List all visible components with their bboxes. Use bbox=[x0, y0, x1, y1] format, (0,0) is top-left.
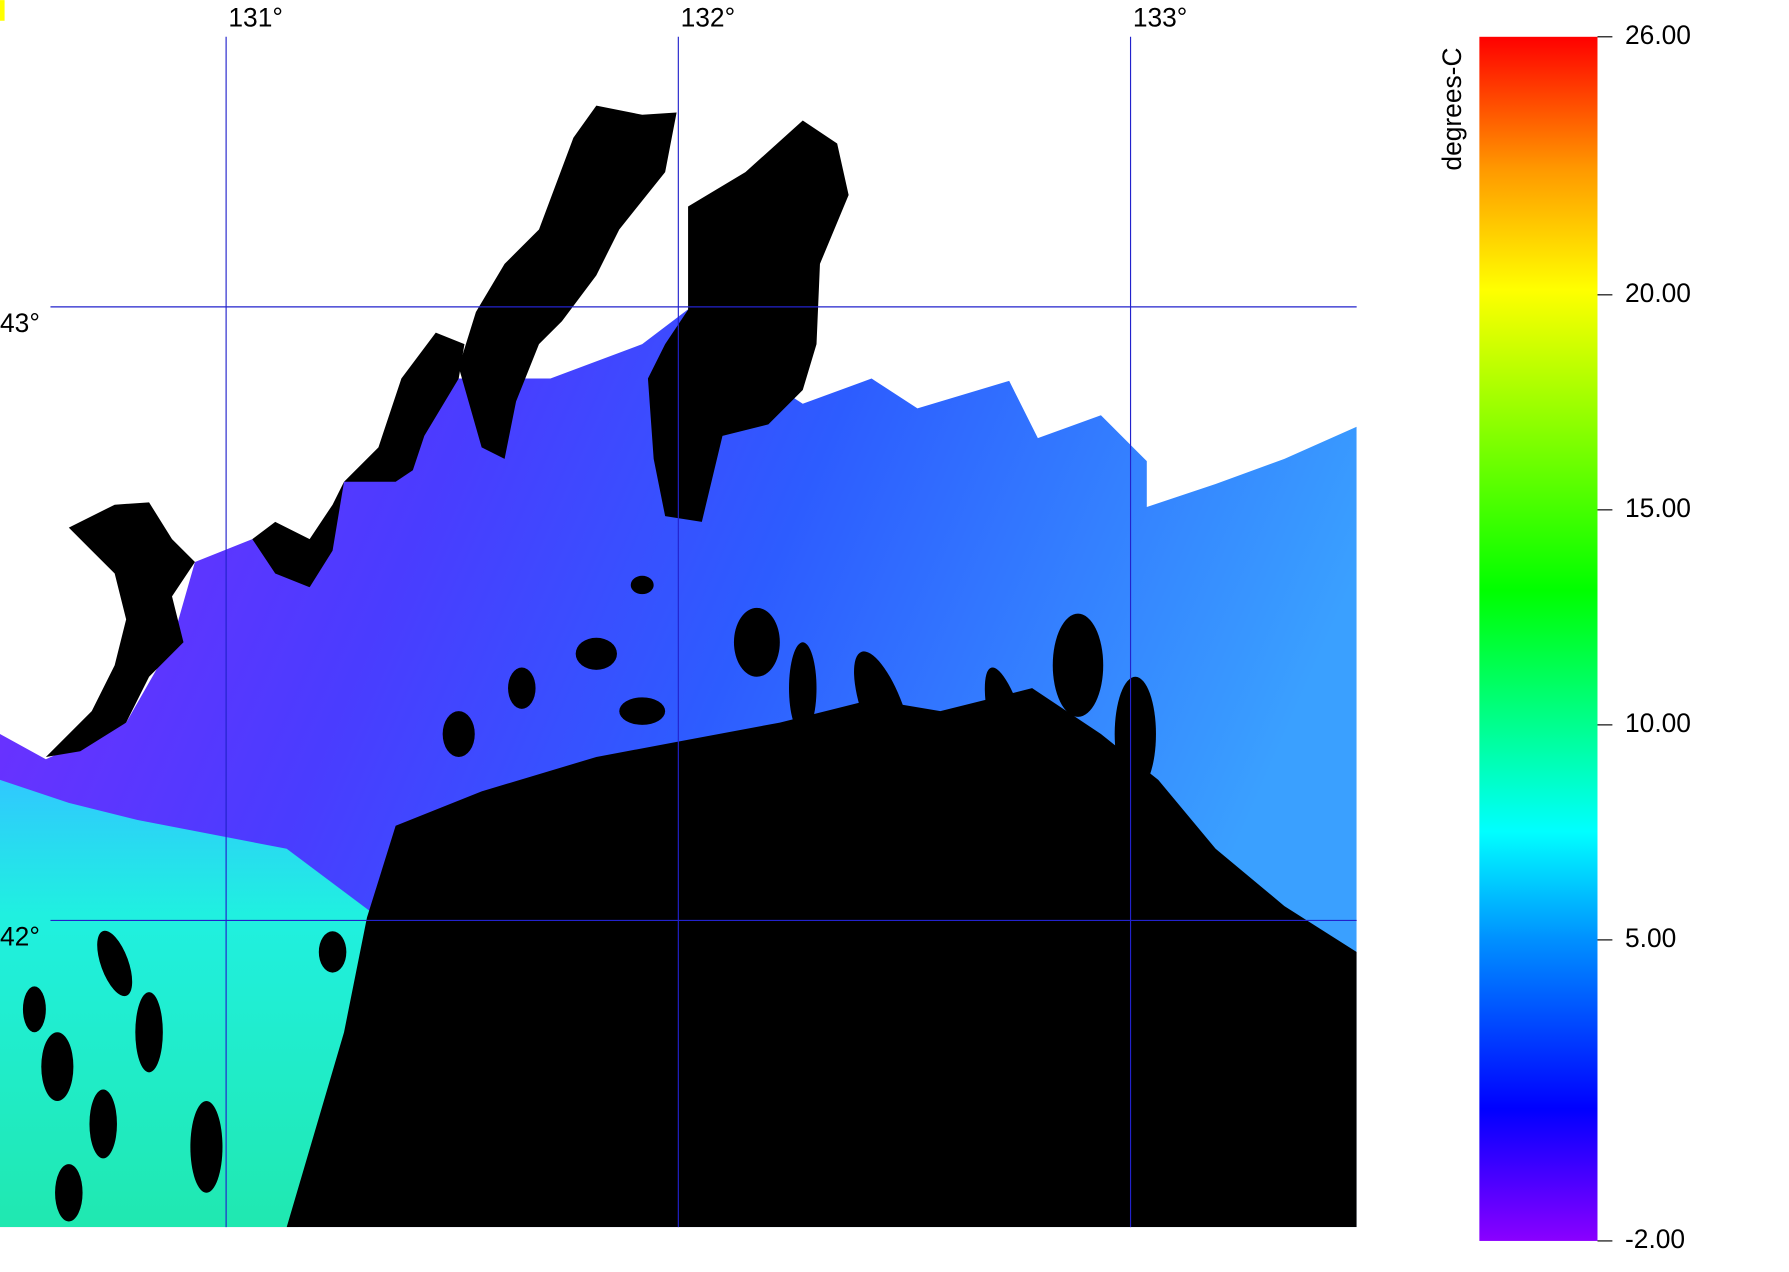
colorbar-tick-label: 26.00 bbox=[1625, 20, 1691, 50]
lat-label: 42° bbox=[0, 922, 40, 952]
colorbar-tick-label: 10.00 bbox=[1625, 708, 1691, 738]
lon-label: 132° bbox=[681, 3, 736, 33]
colorbar-tick-label: 20.00 bbox=[1625, 278, 1691, 308]
land bbox=[458, 105, 677, 459]
colorbar-ticks: 26.00 20.00 15.00 10.00 5.00 -2.00 bbox=[1597, 20, 1691, 1254]
land bbox=[252, 481, 345, 588]
cloud-mask bbox=[286, 688, 1357, 1228]
land bbox=[344, 332, 465, 482]
lon-label: 131° bbox=[228, 3, 283, 33]
lat-label: 43° bbox=[0, 308, 40, 338]
cloud-patches bbox=[22, 575, 1156, 1222]
colorbar-tick-label: -2.00 bbox=[1625, 1224, 1685, 1254]
corner-marker bbox=[0, 0, 5, 21]
colorbar-tick-label: 5.00 bbox=[1625, 923, 1676, 953]
colorbar bbox=[1479, 36, 1598, 1241]
land bbox=[45, 502, 195, 757]
lon-label: 133° bbox=[1133, 3, 1188, 33]
graticule: 131° 132° 133° 43° 42° bbox=[0, 3, 1357, 1228]
colorbar-title: degrees-C bbox=[1437, 48, 1467, 171]
colorbar-tick-label: 15.00 bbox=[1625, 493, 1691, 523]
land bbox=[647, 120, 849, 522]
